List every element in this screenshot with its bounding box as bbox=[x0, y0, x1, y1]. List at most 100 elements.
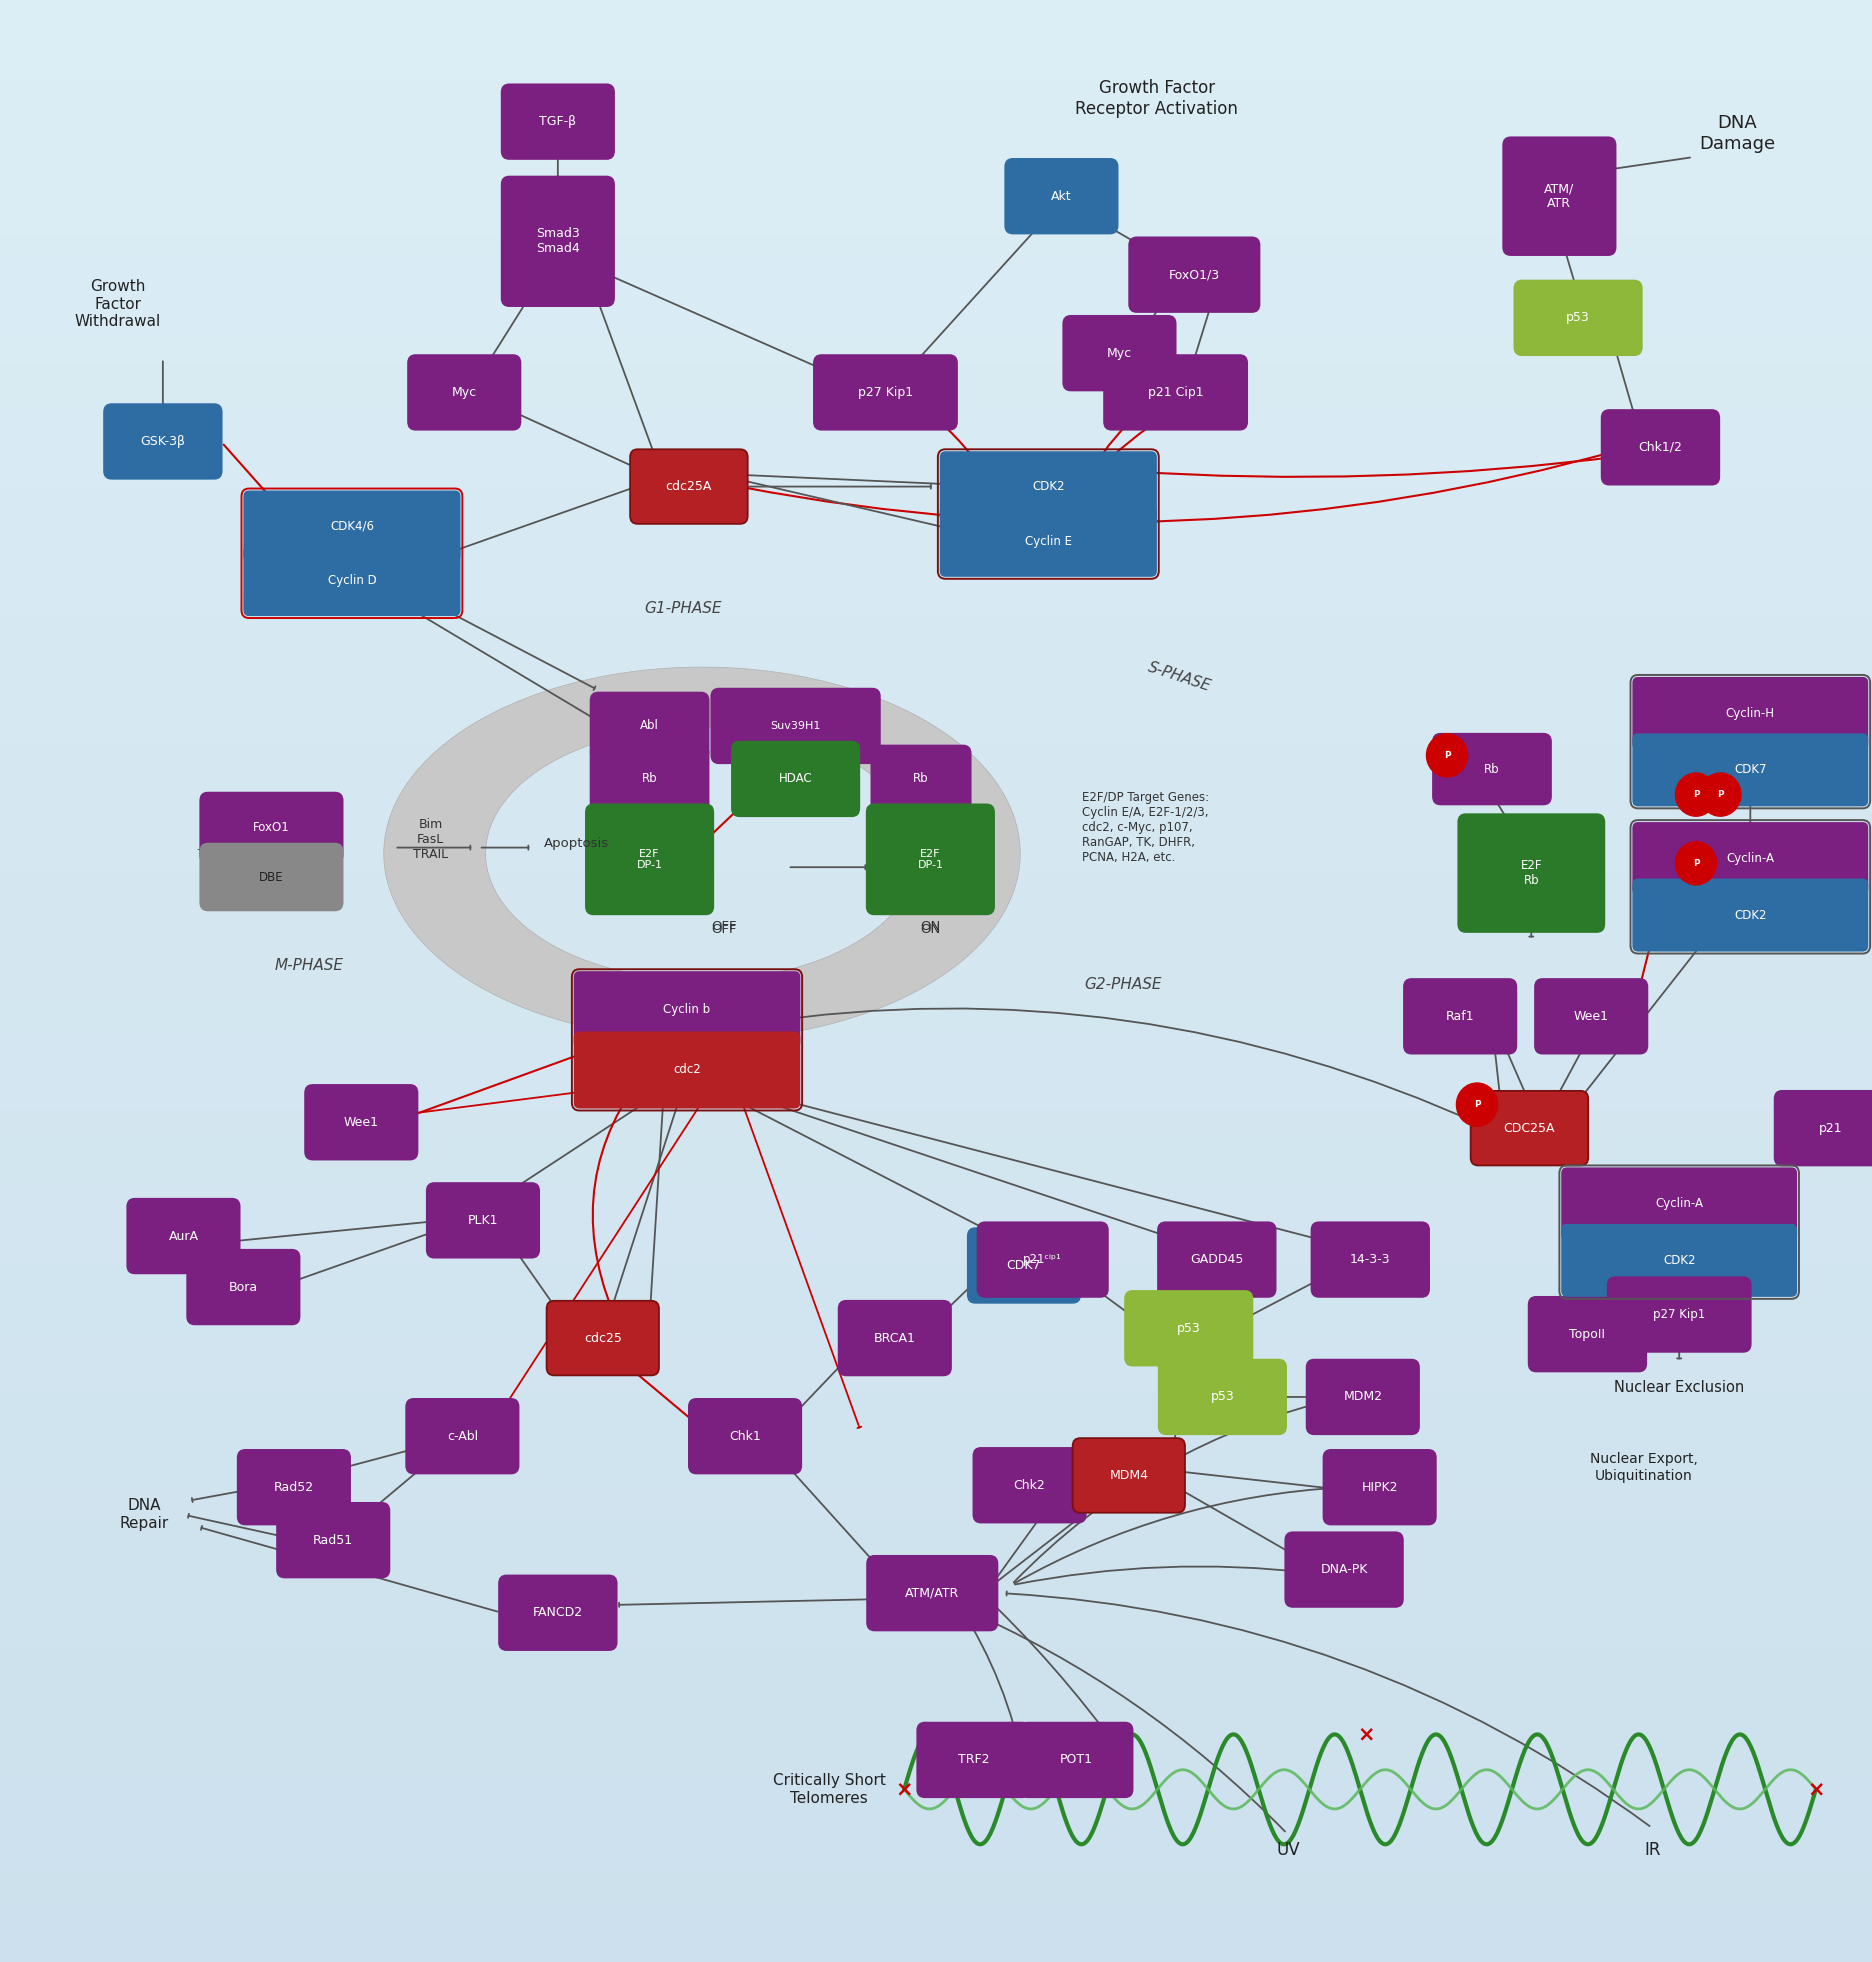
Bar bbox=[0, 294, 1872, 304]
Text: Myc: Myc bbox=[451, 387, 477, 398]
Bar bbox=[0, 500, 1872, 510]
Bar bbox=[0, 1717, 1872, 1727]
Bar bbox=[0, 853, 1872, 863]
Bar bbox=[0, 39, 1872, 49]
Bar bbox=[0, 235, 1872, 245]
Text: p21ᶜⁱᵖ¹: p21ᶜⁱᵖ¹ bbox=[1024, 1254, 1061, 1265]
Bar bbox=[0, 1952, 1872, 1962]
Text: Rad51: Rad51 bbox=[313, 1534, 354, 1546]
Bar bbox=[0, 304, 1872, 314]
Bar bbox=[0, 137, 1872, 147]
Text: p53: p53 bbox=[1567, 312, 1589, 324]
Bar bbox=[0, 481, 1872, 490]
FancyBboxPatch shape bbox=[1632, 677, 1868, 749]
Bar bbox=[0, 1442, 1872, 1452]
Bar bbox=[0, 942, 1872, 952]
FancyBboxPatch shape bbox=[427, 1183, 539, 1258]
Bar bbox=[0, 78, 1872, 88]
Text: CDK2: CDK2 bbox=[1662, 1254, 1696, 1267]
FancyBboxPatch shape bbox=[1020, 1723, 1133, 1797]
Bar bbox=[0, 1187, 1872, 1197]
Text: CDC25A: CDC25A bbox=[1503, 1122, 1556, 1134]
Bar bbox=[0, 1756, 1872, 1766]
Text: GSK-3β: GSK-3β bbox=[140, 436, 185, 447]
Text: DNA-PK: DNA-PK bbox=[1320, 1564, 1368, 1575]
FancyBboxPatch shape bbox=[1514, 281, 1642, 355]
Bar bbox=[0, 1648, 1872, 1658]
Bar bbox=[0, 1893, 1872, 1903]
Text: P: P bbox=[1717, 791, 1724, 799]
Bar bbox=[0, 275, 1872, 284]
Bar bbox=[0, 69, 1872, 78]
Bar bbox=[0, 746, 1872, 755]
Bar bbox=[0, 334, 1872, 343]
Text: Akt: Akt bbox=[1050, 190, 1073, 202]
Bar bbox=[0, 814, 1872, 824]
Text: Abl: Abl bbox=[640, 720, 659, 732]
Bar bbox=[0, 10, 1872, 20]
Text: DNA
Damage: DNA Damage bbox=[1700, 114, 1775, 153]
Text: TopoII: TopoII bbox=[1569, 1328, 1606, 1340]
FancyBboxPatch shape bbox=[1602, 410, 1718, 485]
Bar bbox=[0, 981, 1872, 991]
Bar bbox=[0, 1854, 1872, 1864]
Bar bbox=[0, 530, 1872, 540]
Bar bbox=[0, 1668, 1872, 1678]
Bar bbox=[0, 1099, 1872, 1109]
Text: 14-3-3: 14-3-3 bbox=[1350, 1254, 1391, 1265]
Text: FANCD2: FANCD2 bbox=[534, 1607, 582, 1619]
FancyBboxPatch shape bbox=[1159, 1360, 1286, 1434]
Bar bbox=[0, 206, 1872, 216]
Bar bbox=[0, 1942, 1872, 1952]
Bar bbox=[0, 1422, 1872, 1432]
Bar bbox=[0, 167, 1872, 177]
FancyBboxPatch shape bbox=[1005, 159, 1118, 233]
Text: E2F
DP-1: E2F DP-1 bbox=[636, 848, 663, 871]
Bar bbox=[0, 1383, 1872, 1393]
FancyBboxPatch shape bbox=[500, 1575, 616, 1650]
Text: cdc25: cdc25 bbox=[584, 1332, 622, 1344]
Bar bbox=[0, 549, 1872, 559]
Bar bbox=[0, 1658, 1872, 1668]
FancyBboxPatch shape bbox=[575, 1032, 801, 1109]
Text: HDAC: HDAC bbox=[779, 773, 812, 785]
Text: P: P bbox=[1692, 859, 1700, 867]
FancyBboxPatch shape bbox=[1561, 1167, 1797, 1240]
FancyBboxPatch shape bbox=[1286, 1532, 1402, 1607]
Bar bbox=[0, 186, 1872, 196]
FancyBboxPatch shape bbox=[689, 1399, 801, 1473]
Bar bbox=[0, 1707, 1872, 1717]
Bar bbox=[0, 1324, 1872, 1334]
Bar bbox=[0, 147, 1872, 157]
Bar bbox=[0, 647, 1872, 657]
Text: E2F
Rb: E2F Rb bbox=[1520, 859, 1543, 887]
FancyBboxPatch shape bbox=[977, 1222, 1108, 1297]
FancyBboxPatch shape bbox=[1503, 137, 1616, 255]
Text: ON: ON bbox=[921, 920, 940, 932]
Bar bbox=[0, 216, 1872, 226]
Bar bbox=[0, 343, 1872, 353]
Text: cdc25A: cdc25A bbox=[666, 481, 711, 492]
Bar bbox=[0, 1452, 1872, 1462]
Bar bbox=[0, 49, 1872, 59]
Bar bbox=[0, 1118, 1872, 1128]
Bar bbox=[0, 775, 1872, 785]
FancyBboxPatch shape bbox=[200, 793, 343, 863]
Bar bbox=[0, 755, 1872, 765]
Text: DNA
Repair: DNA Repair bbox=[120, 1499, 168, 1530]
FancyBboxPatch shape bbox=[1104, 355, 1247, 430]
Bar bbox=[0, 1805, 1872, 1815]
FancyBboxPatch shape bbox=[1324, 1450, 1436, 1524]
Bar bbox=[0, 441, 1872, 451]
Bar bbox=[0, 1844, 1872, 1854]
Bar bbox=[0, 971, 1872, 981]
Text: CDK4/6: CDK4/6 bbox=[329, 520, 374, 532]
Text: BRCA1: BRCA1 bbox=[874, 1332, 915, 1344]
Bar bbox=[0, 451, 1872, 461]
Text: POT1: POT1 bbox=[1060, 1754, 1093, 1766]
FancyBboxPatch shape bbox=[127, 1199, 240, 1273]
Bar bbox=[0, 844, 1872, 853]
Bar bbox=[0, 1540, 1872, 1550]
Bar bbox=[0, 1481, 1872, 1491]
Bar bbox=[0, 1040, 1872, 1050]
